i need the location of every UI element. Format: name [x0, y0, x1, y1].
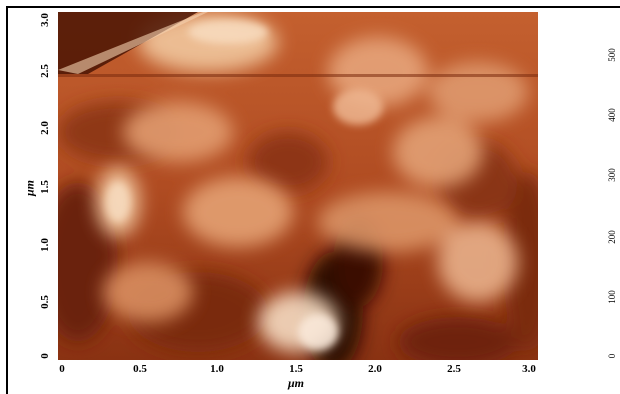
y-tick-label: 2.5	[39, 64, 51, 78]
x-tick-label: 1.0	[210, 363, 224, 375]
figure-frame	[6, 6, 620, 394]
scale-tick-label: 200	[607, 230, 617, 244]
scale-tick-label: 100	[607, 290, 617, 304]
x-tick-label: 0	[59, 363, 65, 375]
x-tick-label: 0.5	[133, 363, 147, 375]
afm-topography-image	[58, 12, 538, 360]
scale-tick-label: 0	[607, 353, 617, 359]
scale-tick-label: 400	[607, 108, 617, 122]
y-tick-label: 2.0	[39, 121, 51, 135]
x-tick-label: 1.5	[289, 363, 303, 375]
x-axis-title: μm	[288, 376, 305, 390]
y-tick-label: 3.0	[39, 13, 51, 27]
x-tick-label: 2.0	[368, 363, 382, 375]
y-tick-label: 1.5	[39, 180, 51, 194]
y-tick-label: 0	[39, 353, 51, 359]
y-axis-title: μm	[22, 179, 37, 197]
scale-tick-label: 300	[607, 168, 617, 182]
y-tick-label: 1.0	[39, 238, 51, 252]
x-tick-label: 3.0	[522, 363, 536, 375]
scale-tick-label: 500	[607, 48, 617, 62]
afm-height-map	[58, 12, 538, 360]
x-tick-label: 2.5	[447, 363, 461, 375]
y-tick-label: 0.5	[39, 295, 51, 309]
